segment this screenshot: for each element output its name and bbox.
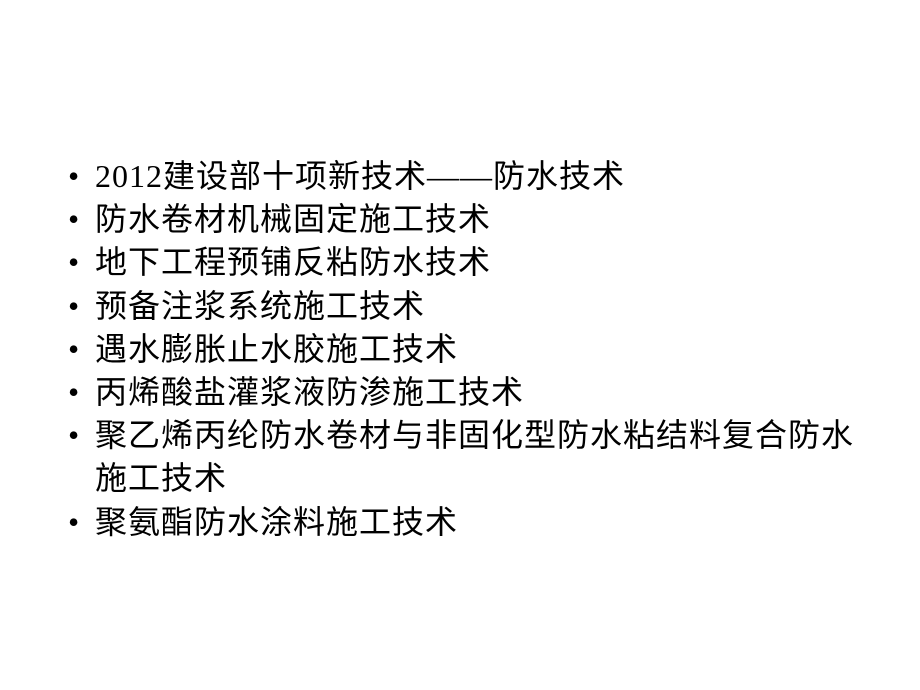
list-item: 2012建设部十项新技术——防水技术 <box>50 155 870 198</box>
list-item: 预备注浆系统施工技术 <box>50 285 870 328</box>
bullet-text: 聚乙烯丙纶防水卷材与非固化型防水粘结料复合防水施工技术 <box>95 417 854 496</box>
list-item: 防水卷材机械固定施工技术 <box>50 198 870 241</box>
list-item: 丙烯酸盐灌浆液防渗施工技术 <box>50 371 870 414</box>
slide-container: 2012建设部十项新技术——防水技术 防水卷材机械固定施工技术 地下工程预铺反粘… <box>0 0 920 690</box>
list-item: 聚乙烯丙纶防水卷材与非固化型防水粘结料复合防水施工技术 <box>50 414 870 500</box>
list-item: 遇水膨胀止水胶施工技术 <box>50 328 870 371</box>
bullet-text: 2012建设部十项新技术——防水技术 <box>95 158 625 194</box>
bullet-text: 遇水膨胀止水胶施工技术 <box>95 331 458 367</box>
bullet-text: 聚氨酯防水涂料施工技术 <box>95 504 458 540</box>
bullet-text: 丙烯酸盐灌浆液防渗施工技术 <box>95 374 524 410</box>
bullet-text: 预备注浆系统施工技术 <box>95 288 425 324</box>
bullet-list: 2012建设部十项新技术——防水技术 防水卷材机械固定施工技术 地下工程预铺反粘… <box>50 155 870 544</box>
bullet-text: 地下工程预铺反粘防水技术 <box>95 244 491 280</box>
bullet-text: 防水卷材机械固定施工技术 <box>95 201 491 237</box>
list-item: 聚氨酯防水涂料施工技术 <box>50 501 870 544</box>
list-item: 地下工程预铺反粘防水技术 <box>50 241 870 284</box>
